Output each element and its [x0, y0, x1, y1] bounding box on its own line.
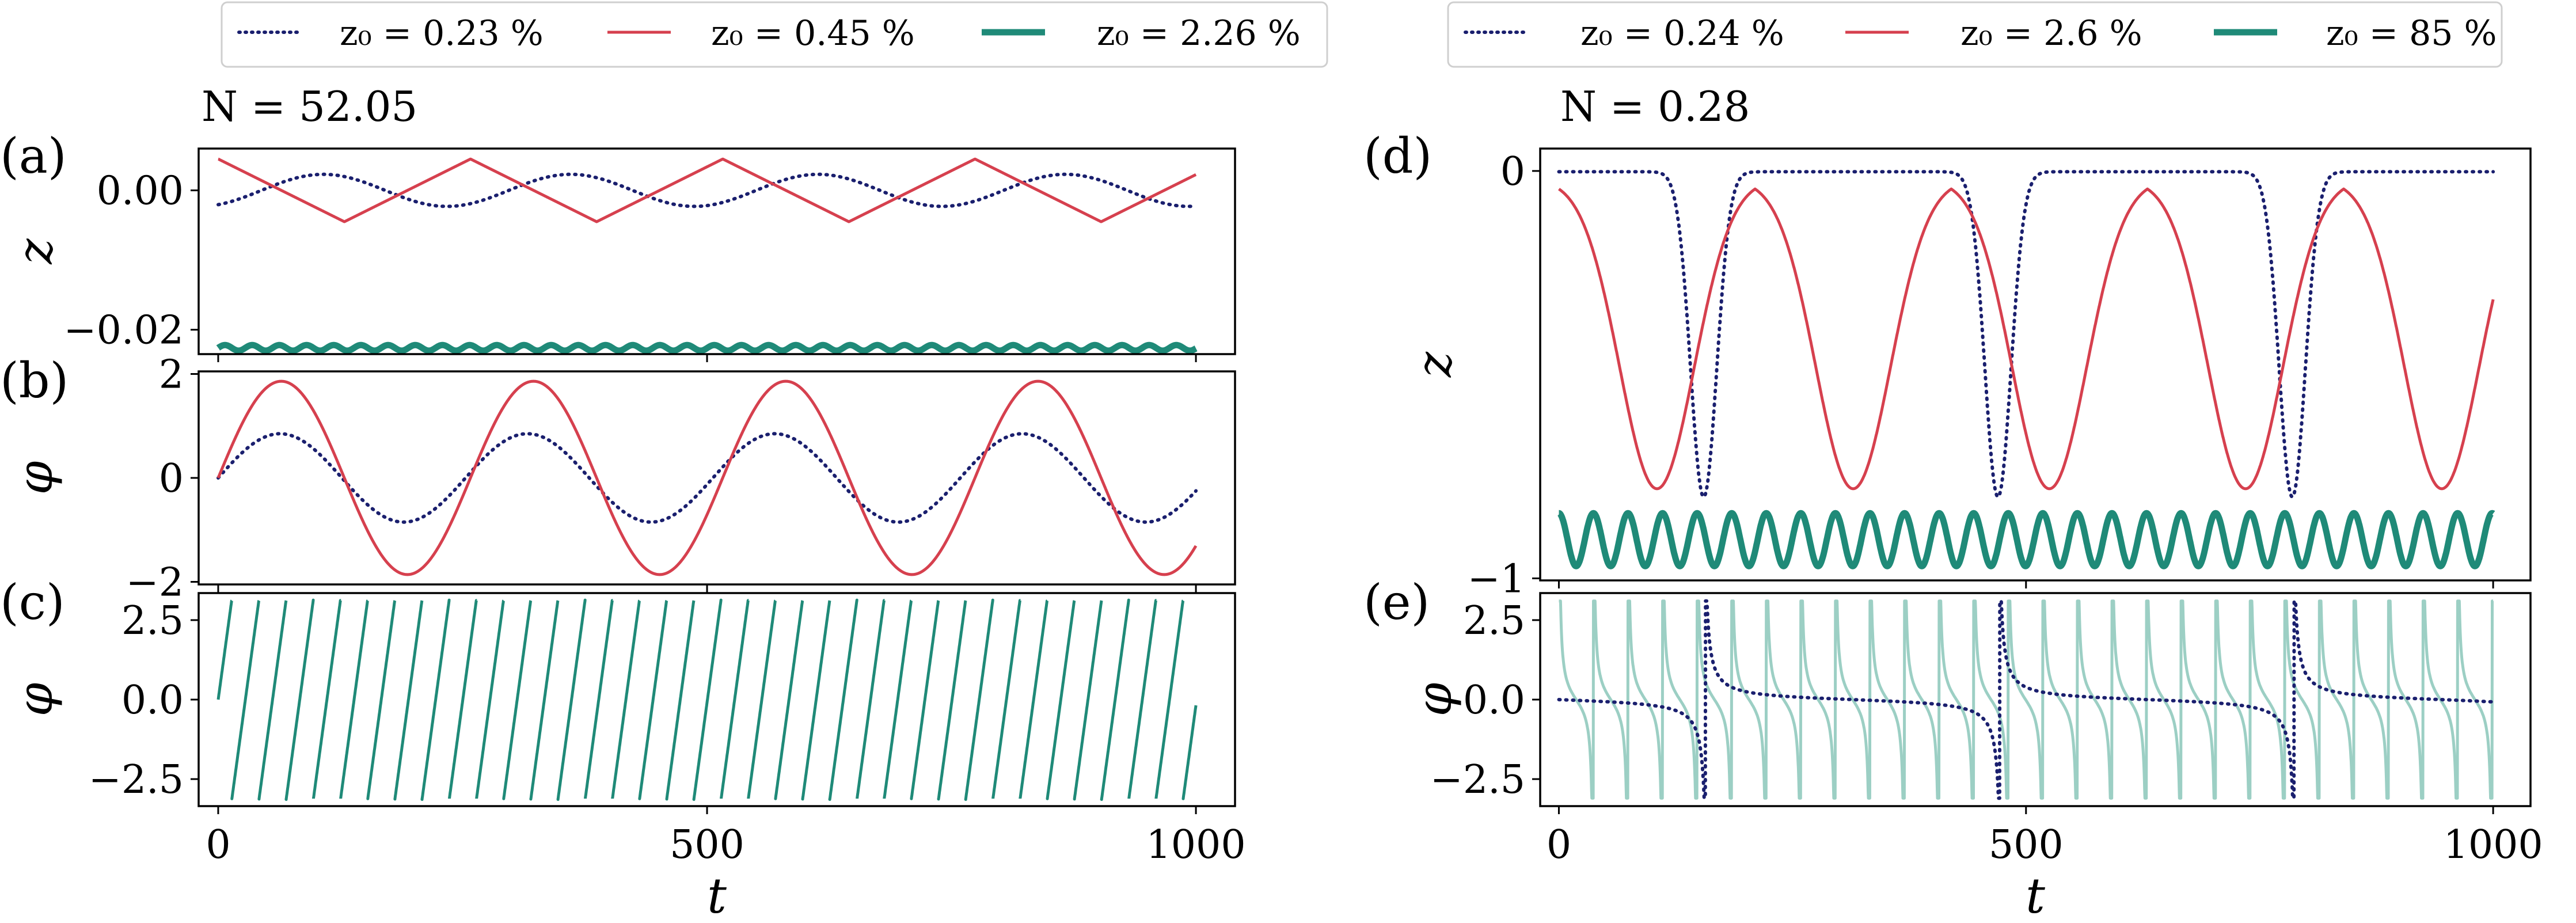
axes-frame: [197, 370, 1236, 586]
legend-left-entry-3: z₀ = 2.26 %: [1097, 13, 1301, 54]
axes-frame: [197, 147, 1236, 355]
y-tick-label: −2.5: [89, 757, 184, 803]
panel-a: −0.02 0.00 z: [7, 147, 1236, 362]
y-tick-label: −1: [1468, 556, 1525, 602]
y-tick-label: 2.5: [1463, 598, 1525, 644]
series-line-d-3: [1556, 510, 2497, 569]
panel-c: −2.5 0.0 2.5 0 500 1000 φ t: [7, 592, 1246, 923]
legend-right-entry-1: z₀ = 0.24 %: [1580, 13, 1784, 54]
y-tick-label: −2.5: [1430, 757, 1525, 803]
panel-d: −1 0 z: [1406, 147, 2532, 602]
series-line-d-1: [1557, 170, 2495, 499]
series-line-d-2: [1557, 187, 2495, 491]
n-label-right: N = 0.28: [1560, 82, 1750, 131]
series-line-b-2: [216, 379, 1198, 576]
x-tick-label: 1000: [1146, 822, 1246, 868]
axes-frame: [1539, 592, 2532, 807]
series-line-b-1: [216, 432, 1198, 524]
x-tick-label: 1000: [2444, 822, 2543, 868]
panel-label-b: (b): [0, 352, 69, 409]
panel-e: −2.5 0.0 2.5 0 500 1000 φ t: [1406, 592, 2543, 923]
series-line-e-2: [1557, 599, 2495, 800]
axes-frame: [1539, 147, 2532, 582]
y-axis-label: φ: [7, 682, 63, 716]
panel-label-d: (d): [1363, 128, 1432, 184]
legend-right-entry-2: z₀ = 2.6 %: [1961, 13, 2142, 54]
panel-label-c: (c): [0, 574, 65, 630]
y-axis-label: z: [7, 238, 63, 265]
y-tick-label: −2: [126, 560, 184, 605]
y-axis-label: φ: [7, 461, 63, 495]
y-tick-label: 0.00: [97, 169, 184, 214]
x-tick-label: 0: [1547, 822, 1571, 868]
x-tick-label: 500: [1989, 822, 2064, 868]
n-label-left: N = 52.05: [202, 82, 417, 131]
series-line-a-3: [215, 341, 1199, 354]
series-line-e-1: [1557, 599, 2495, 800]
x-tick-label: 0: [206, 822, 230, 868]
legend-right: z₀ = 0.24 % z₀ = 2.6 % z₀ = 85 %: [1447, 1, 2503, 68]
y-tick-label: 0: [1500, 149, 1525, 195]
y-tick-label: 2: [159, 352, 184, 398]
y-axis-label: z: [1406, 351, 1462, 378]
legend-left-entry-1: z₀ = 0.23 %: [340, 13, 544, 54]
y-tick-label: 0: [159, 456, 184, 502]
panel-b: −2 0 2 φ: [7, 352, 1236, 605]
y-tick-label: 0.0: [1463, 678, 1525, 723]
y-tick-label: −0.02: [64, 308, 184, 354]
x-axis-label: t: [707, 868, 727, 923]
y-tick-label: 2.5: [121, 598, 184, 644]
panel-label-a: (a): [0, 128, 67, 184]
series-line-a-1: [216, 172, 1198, 208]
x-axis-label: t: [2026, 868, 2045, 923]
legend-right-entry-3: z₀ = 85 %: [2326, 13, 2497, 54]
y-axis-label: φ: [1406, 682, 1462, 716]
x-tick-label: 500: [670, 822, 744, 868]
y-tick-label: 0.0: [121, 678, 184, 723]
legend-left-entry-2: z₀ = 0.45 %: [711, 13, 915, 54]
panel-label-e: (e): [1363, 574, 1430, 630]
series-line-a-2: [216, 157, 1198, 223]
legend-left: z₀ = 0.23 % z₀ = 0.45 % z₀ = 2.26 %: [221, 1, 1328, 68]
series-line-c-1: [216, 598, 1198, 801]
